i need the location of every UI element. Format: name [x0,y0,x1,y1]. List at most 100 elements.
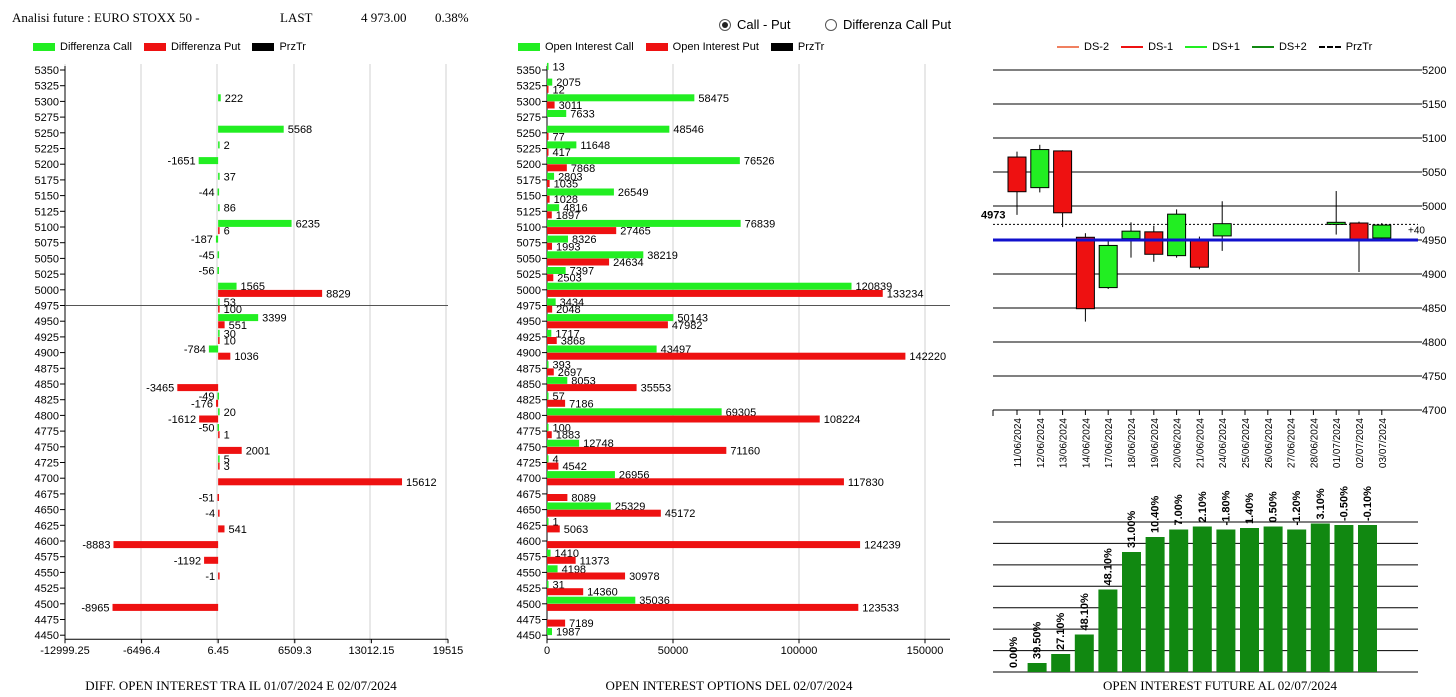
oi-call-bar [547,424,549,431]
candle-date-label: 11/06/2024 [1013,418,1024,468]
oi-put-bar [547,446,727,454]
oi-call-bar [547,596,636,604]
oi-put-value-label: 1897 [556,210,580,222]
future-bar-value-label: -0.10% [1362,486,1374,521]
radio-diff-call-put[interactable]: Differenza Call Put [825,17,951,32]
oi-call-value-label: 4816 [563,203,587,215]
oi-put-bar [547,525,560,533]
oi-call-bar [547,267,566,274]
diff-strike-label: 4975 [35,301,59,313]
oi-strike-label: 5250 [517,128,541,140]
oi-call-value-label: 7633 [570,109,594,121]
diff-call-value-label: -56 [199,266,215,278]
legend-diff: Differenza Call Differenza Put PrzTr [33,41,318,53]
oi-strike-label: 4850 [517,379,541,391]
diff-call-value-label: -45 [199,250,215,262]
oi-put-value-label: 35553 [641,383,672,395]
diff-strike-label: 4600 [35,536,59,548]
candle-down [1189,239,1209,268]
oi-put-value-label: 47982 [672,320,703,332]
legend-line-ds+1 [1185,46,1208,48]
oi-call-value-label: 7397 [570,266,594,278]
candle-date-label: 28/06/2024 [1309,418,1320,468]
future-bar [1074,634,1094,672]
diff-strike-label: 4450 [35,630,59,642]
oi-x-tick-label: 0 [544,645,550,657]
oi-call-bar [547,581,549,588]
diff-call-value-label: 86 [224,203,236,215]
diff-call-value-label: 37 [224,171,236,183]
legend-label: Open Interest Put [672,41,759,53]
radio-unselected-indicator[interactable] [825,18,837,31]
oi-put-value-label: 7868 [571,163,595,175]
candle-up [1167,213,1187,257]
oi-put-value-label: 27465 [620,226,651,238]
diff-put-bar [199,415,219,423]
oi-strike-label: 4825 [517,395,541,407]
candle-y-tick-label: 4950 [1422,235,1446,247]
oi-put-bar [547,258,610,266]
oi-put-bar [547,227,617,235]
future-bar [1240,528,1259,672]
oi-call-bar [547,361,549,369]
chart-title-diff: DIFF. OPEN INTEREST TRA IL 01/07/2024 E … [85,678,397,693]
oi-strike-label: 5150 [517,191,541,203]
diff-strike-label: 4825 [35,395,59,407]
oi-put-value-label: 77 [553,131,565,143]
candle-date-label: 17/06/2024 [1104,418,1115,468]
diff-strike-label: 5225 [35,144,59,156]
legend-line-prztr [1318,46,1341,48]
oi-put-value-label: 2048 [556,304,580,316]
diff-strike-label: 4525 [35,583,59,595]
candle-y-tick-label: 5100 [1422,133,1446,145]
oi-put-bar [547,478,844,486]
candle-up [1326,221,1346,225]
radio-diff-call-put-label: Differenza Call Put [843,17,952,32]
oi-put-bar [547,556,576,564]
oi-put-value-label: 7186 [569,398,593,410]
diff-call-value-label: 53 [224,297,236,309]
diff-strike-label: 5050 [35,253,59,265]
oi-put-bar [547,588,584,596]
diff-strike-label: 5025 [35,269,59,281]
diff-call-bar [218,172,220,180]
oi-call-bar [547,94,695,102]
candle-annotation: +40 [1408,225,1425,236]
radio-selected-indicator[interactable] [719,18,731,31]
oi-strike-label: 5025 [517,269,541,281]
diff-put-bar [218,352,231,360]
legend-swatch-black [252,43,275,51]
oi-call-bar [547,408,722,416]
legend-item-oi-put: Open Interest Put [645,41,759,53]
diff-put-bar [218,572,220,580]
diff-put-value-label: 15612 [406,477,437,489]
future-bar-value-label: 7.00% [1173,494,1185,525]
future-bar [1216,529,1236,672]
legend-label: PrzTr [797,41,825,53]
legend-item-ds-2: DS-2 [1057,41,1109,53]
oi-strike-label: 5200 [517,159,541,171]
oi-put-bar [547,541,861,549]
oi-call-bar [547,172,555,180]
oi-call-bar [547,157,740,165]
candle-price-label: 4973 [981,209,1005,221]
oi-strike-label: 4700 [517,473,541,485]
oi-call-bar [547,125,670,133]
oi-call-value-label: 76526 [744,156,775,168]
oi-call-value-label: 1987 [556,627,580,639]
diff-strike-label: 4900 [35,348,59,360]
diff-put-bar [218,509,220,517]
candle-down [1349,222,1369,241]
diff-call-value-label: -784 [184,344,206,356]
radio-call-put[interactable]: Call - Put [719,17,790,32]
legend-line-ds-2 [1057,46,1079,48]
legend-swatch-red [143,43,166,51]
oi-put-bar [547,195,550,203]
future-bar-value-label: -1.20% [1291,490,1303,525]
oi-call-bar [547,141,577,149]
oi-put-bar [547,572,626,580]
candle-date-label: 13/06/2024 [1059,418,1070,468]
diff-call-value-label: 6235 [296,218,320,230]
oi-strike-label: 4725 [517,458,541,470]
diff-put-bar [113,541,219,549]
